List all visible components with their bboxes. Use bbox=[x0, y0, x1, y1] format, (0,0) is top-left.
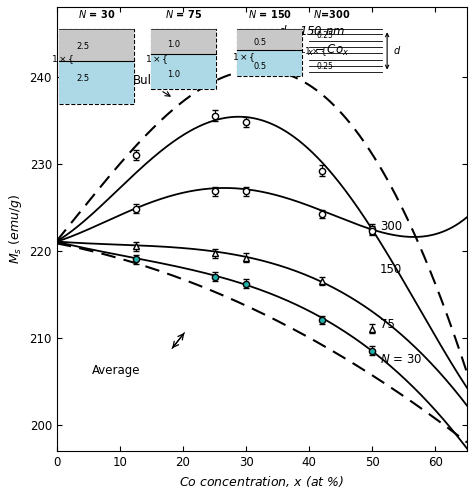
Text: 150: 150 bbox=[380, 263, 402, 276]
X-axis label: $Co$ concentration, $x$ ($at$ %): $Co$ concentration, $x$ ($at$ %) bbox=[179, 474, 345, 489]
Y-axis label: $M_s$ $(emu/g)$: $M_s$ $(emu/g)$ bbox=[7, 193, 24, 264]
Text: Bulk: Bulk bbox=[133, 74, 170, 96]
Text: Average: Average bbox=[91, 364, 140, 377]
Text: 75: 75 bbox=[380, 318, 395, 331]
Text: 300: 300 bbox=[380, 220, 402, 233]
Text: $d$ =150 $nm$: $d$ =150 $nm$ bbox=[278, 24, 345, 38]
Text: $Fe_{1-x}-Co_x$: $Fe_{1-x}-Co_x$ bbox=[278, 43, 349, 58]
Text: $N$ = 30: $N$ = 30 bbox=[380, 353, 422, 366]
